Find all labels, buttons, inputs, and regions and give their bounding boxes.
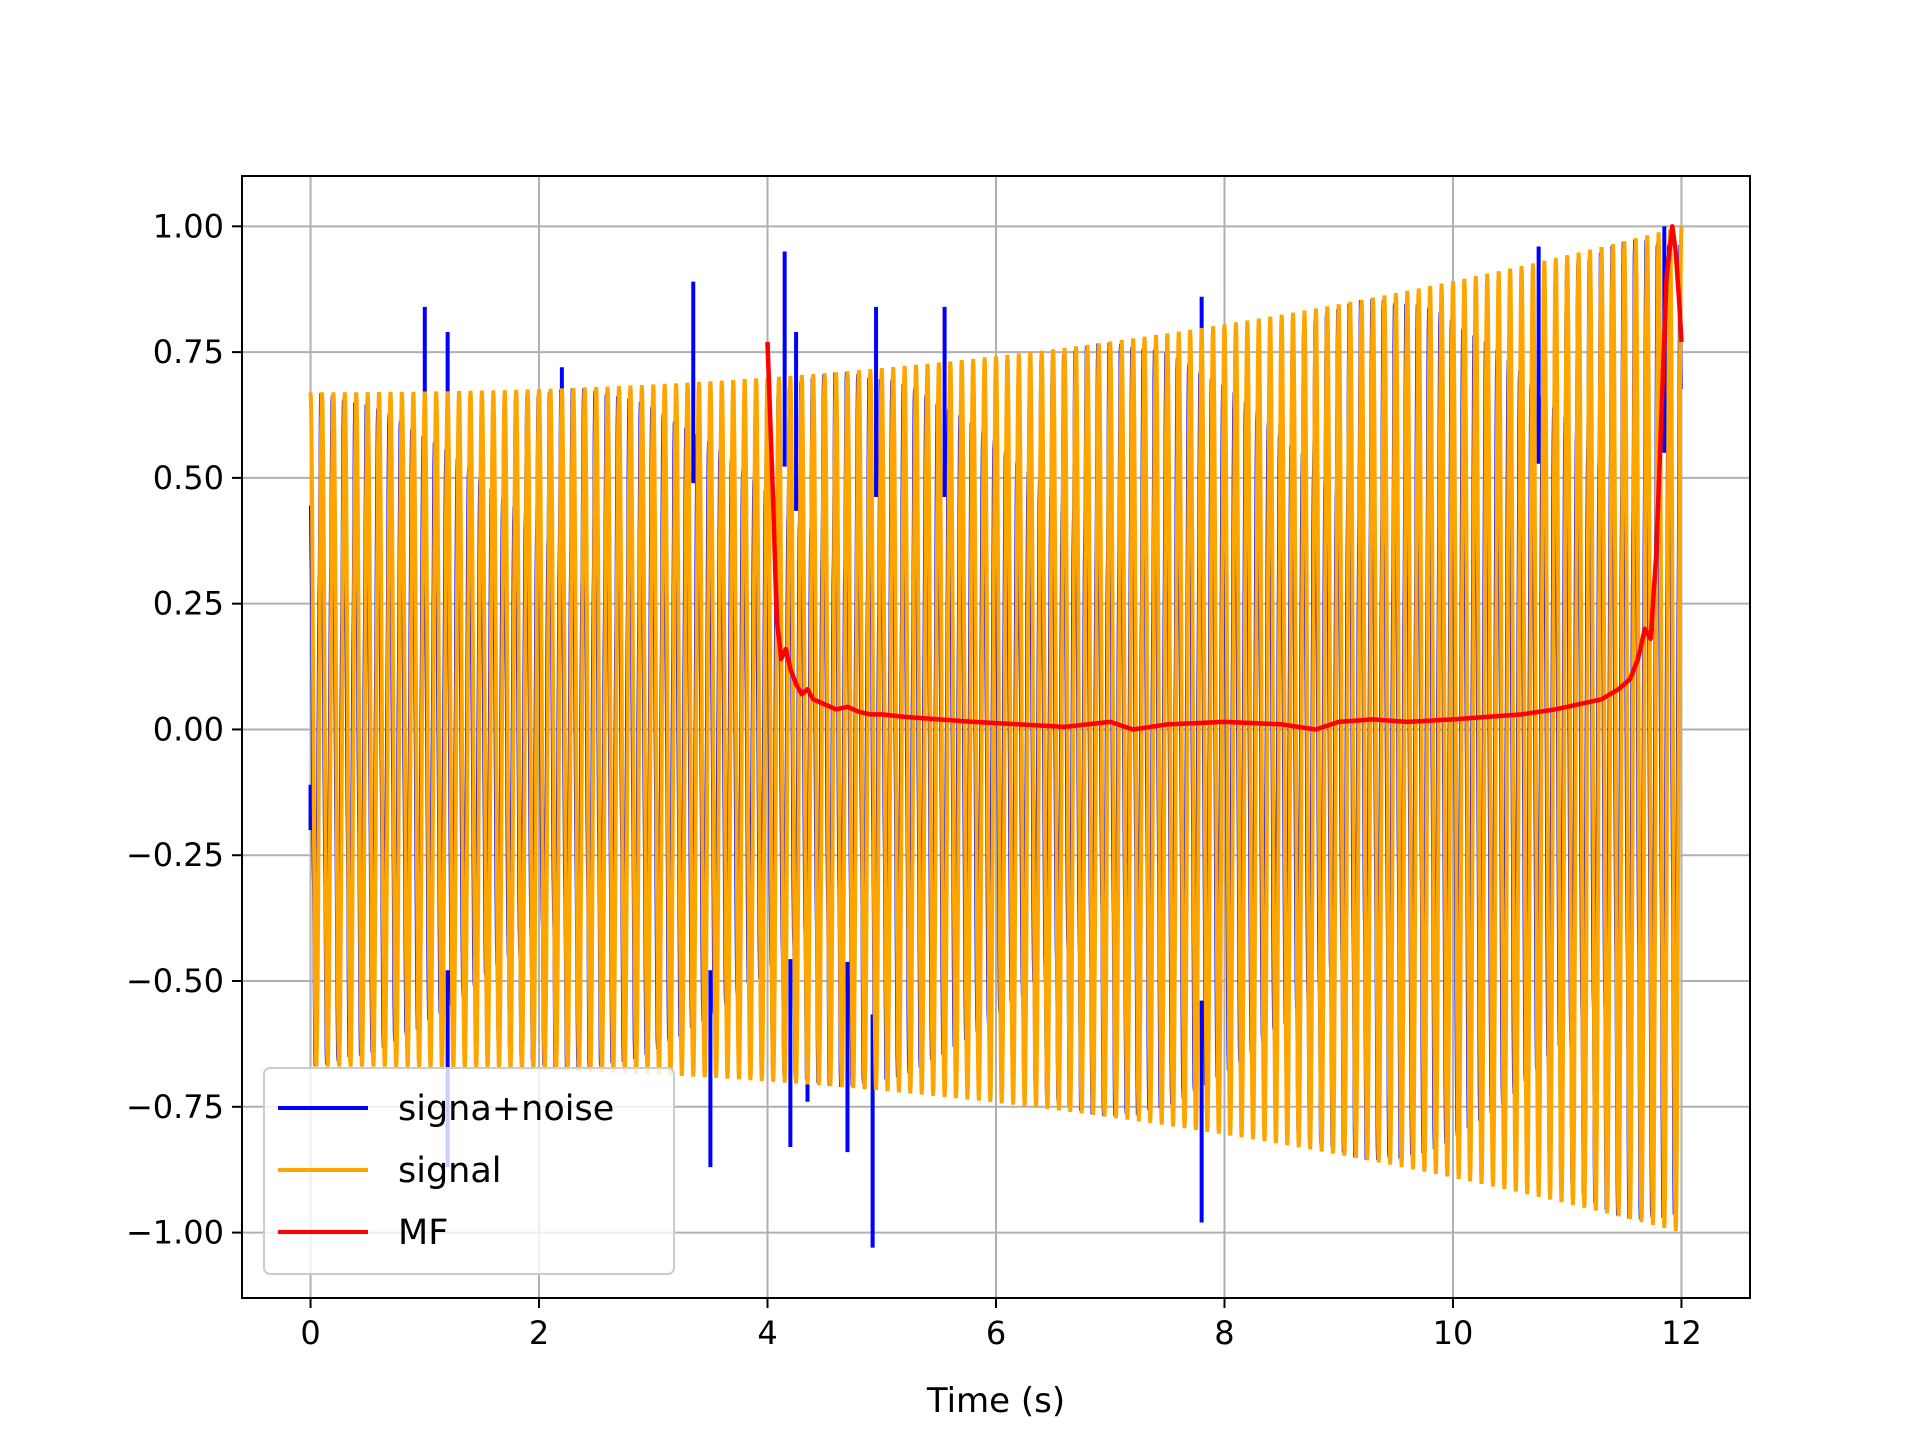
legend-label: signa+noise	[398, 1089, 614, 1129]
y-tick-label: 0.00	[153, 710, 224, 748]
y-tick-label: −1.00	[126, 1214, 224, 1252]
y-tick-label: 0.75	[153, 333, 224, 371]
series-signal-line	[308, 226, 1684, 1232]
x-tick-label: 12	[1661, 1314, 1702, 1352]
x-tick-label: 10	[1433, 1314, 1474, 1352]
legend: signa+noise signal MF	[263, 1067, 675, 1275]
legend-label: MF	[398, 1213, 448, 1253]
series-mf-line	[765, 224, 1684, 732]
y-tick-label: 0.50	[153, 459, 224, 497]
y-tick-label: 1.00	[153, 207, 224, 245]
y-tick-label: −0.75	[126, 1088, 224, 1126]
y-tick-label: 0.25	[153, 585, 224, 623]
x-axis-label: Time (s)	[926, 1381, 1065, 1421]
y-tick-label: −0.25	[126, 836, 224, 874]
x-tick-label: 2	[529, 1314, 549, 1352]
axis-ticks: 0 2 4 6 8 10 12 1.00 0.75 0.50 0.25 0.00 −0.25 −0.50 −…	[126, 207, 1702, 1352]
legend-box	[263, 1067, 675, 1275]
y-tick-label: −0.50	[126, 962, 224, 1000]
legend-label: signal	[398, 1151, 502, 1191]
plot-lines	[308, 224, 1684, 1248]
x-tick-label: 6	[986, 1314, 1006, 1352]
x-tick-label: 0	[300, 1314, 320, 1352]
x-tick-label: 4	[757, 1314, 777, 1352]
x-tick-label: 8	[1214, 1314, 1234, 1352]
